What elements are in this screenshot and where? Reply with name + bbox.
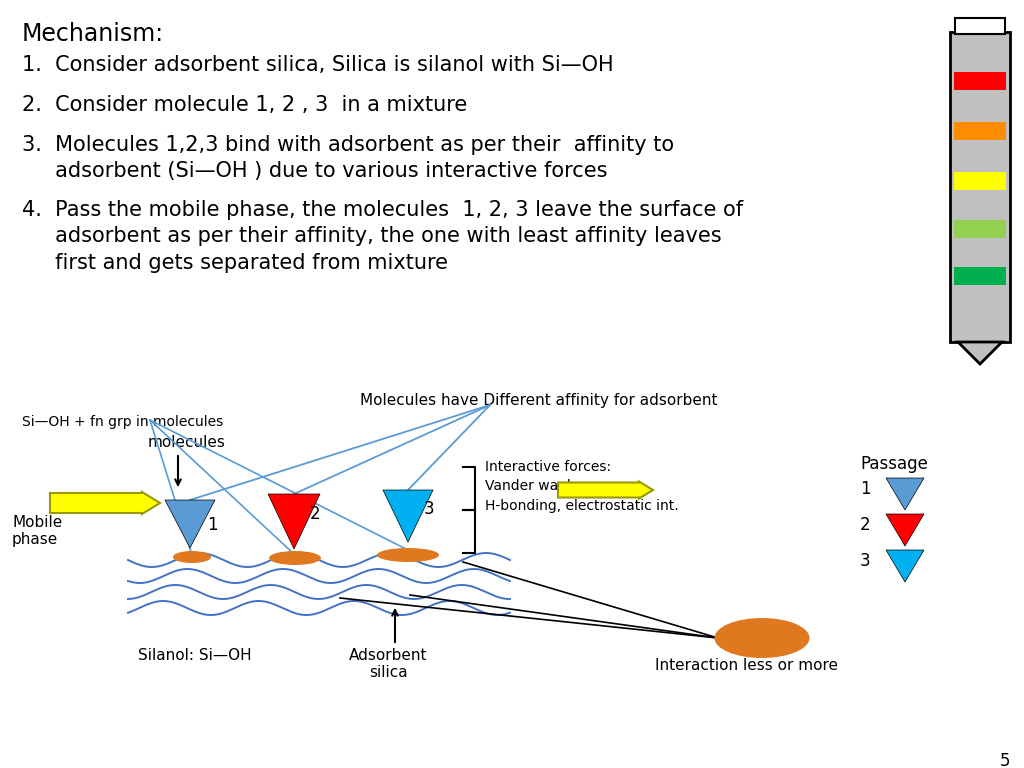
Bar: [954, 122, 1006, 140]
Text: 2: 2: [860, 516, 870, 534]
Bar: [954, 72, 1006, 90]
Ellipse shape: [377, 548, 439, 562]
Text: 5: 5: [999, 752, 1010, 768]
Ellipse shape: [173, 551, 211, 563]
Text: Mobile
phase: Mobile phase: [12, 515, 62, 548]
Text: 1.  Consider adsorbent silica, Silica is silanol with Si—OH: 1. Consider adsorbent silica, Silica is …: [22, 55, 613, 75]
Bar: [954, 267, 1006, 285]
Text: 3: 3: [860, 552, 870, 570]
Polygon shape: [383, 490, 433, 542]
Text: 2: 2: [310, 505, 321, 523]
Text: 3: 3: [424, 500, 434, 518]
FancyArrow shape: [50, 492, 160, 514]
Text: molecules: molecules: [148, 435, 226, 450]
Text: Si—OH + fn grp in molecules: Si—OH + fn grp in molecules: [22, 415, 223, 429]
Text: 2.  Consider molecule 1, 2 , 3  in a mixture: 2. Consider molecule 1, 2 , 3 in a mixtu…: [22, 95, 467, 115]
Polygon shape: [886, 478, 924, 510]
Bar: [955, 18, 1005, 34]
Bar: [954, 220, 1006, 238]
Ellipse shape: [269, 551, 321, 565]
Text: 3.  Molecules 1,2,3 bind with adsorbent as per their  affinity to
     adsorbent: 3. Molecules 1,2,3 bind with adsorbent a…: [22, 135, 674, 181]
Polygon shape: [165, 500, 215, 548]
Text: Passage: Passage: [860, 455, 928, 473]
Text: 4.  Pass the mobile phase, the molecules  1, 2, 3 leave the surface of
     adso: 4. Pass the mobile phase, the molecules …: [22, 200, 743, 273]
Bar: [950, 32, 1010, 342]
Ellipse shape: [715, 618, 810, 658]
Polygon shape: [886, 514, 924, 546]
Text: 1: 1: [860, 480, 870, 498]
Text: Molecules have Different affinity for adsorbent: Molecules have Different affinity for ad…: [360, 393, 718, 408]
Text: Mechanism:: Mechanism:: [22, 22, 164, 46]
FancyArrow shape: [558, 482, 653, 498]
Text: Adsorbent
silica: Adsorbent silica: [349, 648, 427, 680]
Bar: [954, 172, 1006, 190]
Text: Interactive forces:
Vander waal
H-bonding, electrostatic int.: Interactive forces: Vander waal H-bondin…: [485, 460, 679, 513]
Text: 1: 1: [207, 516, 218, 534]
Polygon shape: [268, 494, 319, 549]
Polygon shape: [886, 550, 924, 582]
Polygon shape: [958, 342, 1002, 364]
Text: Interaction less or more: Interaction less or more: [655, 658, 838, 673]
Text: Silanol: Si—OH: Silanol: Si—OH: [138, 648, 252, 663]
